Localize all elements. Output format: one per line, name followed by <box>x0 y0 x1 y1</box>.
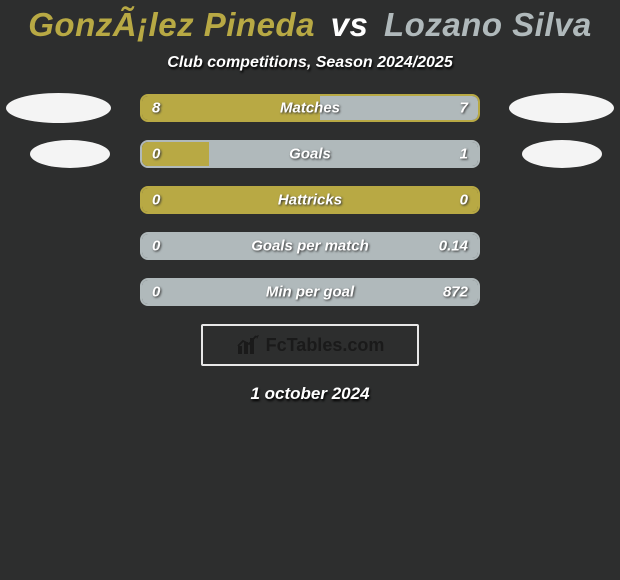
player2-name: Lozano Silva <box>384 6 592 43</box>
vs-separator: vs <box>331 6 369 43</box>
brand-box: FcTables.com <box>201 324 419 366</box>
stat-label: Matches <box>142 100 478 117</box>
stat-bar: 00.14Goals per match <box>140 232 480 260</box>
team-logo-left <box>30 140 110 168</box>
footer-date: 1 october 2024 <box>0 384 620 404</box>
player1-name: GonzÃ¡lez Pineda <box>28 6 315 43</box>
team-logo-left <box>6 93 111 123</box>
stat-row: 87Matches <box>0 94 620 122</box>
team-logo-right <box>509 93 614 123</box>
stat-row: 00.14Goals per match <box>0 232 620 260</box>
stat-bar: 87Matches <box>140 94 480 122</box>
subtitle: Club competitions, Season 2024/2025 <box>0 54 620 72</box>
stat-row: 01Goals <box>0 140 620 168</box>
stat-bar: 01Goals <box>140 140 480 168</box>
brand-text: FcTables.com <box>266 335 385 356</box>
page-title: GonzÃ¡lez Pineda vs Lozano Silva <box>0 6 620 44</box>
stat-label: Hattricks <box>142 192 478 209</box>
stat-row: 00Hattricks <box>0 186 620 214</box>
stat-label: Goals per match <box>142 238 478 255</box>
stat-label: Goals <box>142 146 478 163</box>
brand-chart-icon <box>236 334 262 356</box>
stat-label: Min per goal <box>142 284 478 301</box>
stats-container: 87Matches 01Goals 00Hattricks 00.14Goals pe… <box>0 94 620 306</box>
stat-bar: 00Hattricks <box>140 186 480 214</box>
stat-bar: 0872Min per goal <box>140 278 480 306</box>
comparison-infographic: GonzÃ¡lez Pineda vs Lozano Silva Club co… <box>0 0 620 580</box>
team-logo-right <box>522 140 602 168</box>
stat-row: 0872Min per goal <box>0 278 620 306</box>
